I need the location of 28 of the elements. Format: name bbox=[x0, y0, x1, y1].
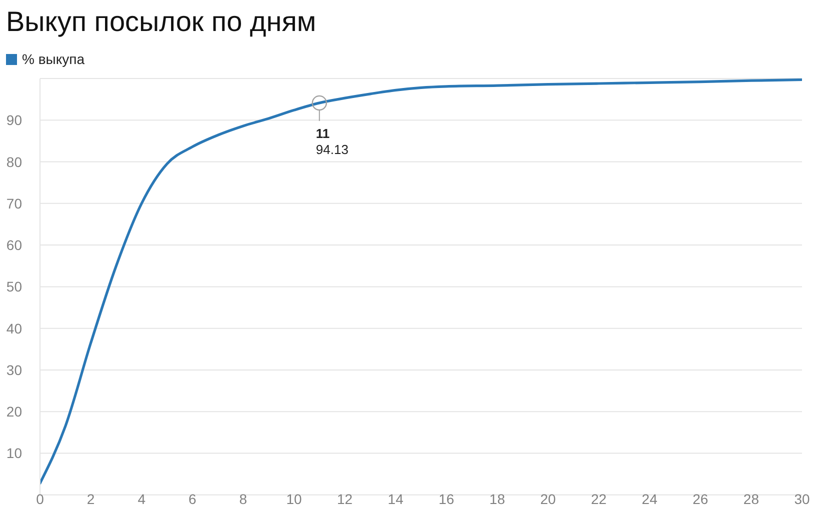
y-tick-label: 90 bbox=[6, 112, 22, 128]
x-tick-label: 10 bbox=[286, 490, 302, 507]
y-tick-label: 40 bbox=[6, 320, 22, 336]
x-tick-label: 26 bbox=[692, 490, 708, 507]
x-tick-label: 2 bbox=[86, 490, 95, 507]
x-tick-label: 28 bbox=[743, 490, 760, 507]
x-tick-label: 16 bbox=[438, 490, 454, 507]
x-tick-label: 8 bbox=[239, 490, 248, 507]
x-tick-label: 6 bbox=[188, 490, 196, 507]
x-tick-label: 30 bbox=[794, 490, 810, 507]
x-tick-label: 12 bbox=[337, 490, 353, 507]
legend-label: % выкупа bbox=[22, 51, 84, 67]
y-tick-label: 70 bbox=[6, 195, 22, 212]
x-tick-label: 24 bbox=[642, 490, 658, 507]
y-tick-label: 80 bbox=[6, 154, 22, 170]
x-tick-label: 14 bbox=[388, 490, 404, 507]
y-tick-label: 10 bbox=[6, 445, 22, 462]
annotation: 11 94.13 bbox=[316, 126, 348, 157]
x-tick-label: 4 bbox=[138, 490, 146, 507]
y-tick-label: 20 bbox=[6, 404, 22, 420]
y-tick-label: 30 bbox=[6, 362, 22, 378]
chart-title: Выкуп посылок по дням bbox=[6, 6, 316, 37]
x-tick-label: 20 bbox=[540, 490, 556, 507]
y-tick-label: 60 bbox=[6, 237, 22, 254]
x-tick-label: 18 bbox=[489, 490, 506, 507]
y-tick-label: 50 bbox=[6, 278, 22, 295]
x-tick-label: 0 bbox=[36, 490, 44, 507]
x-tick-label: 22 bbox=[591, 490, 607, 507]
